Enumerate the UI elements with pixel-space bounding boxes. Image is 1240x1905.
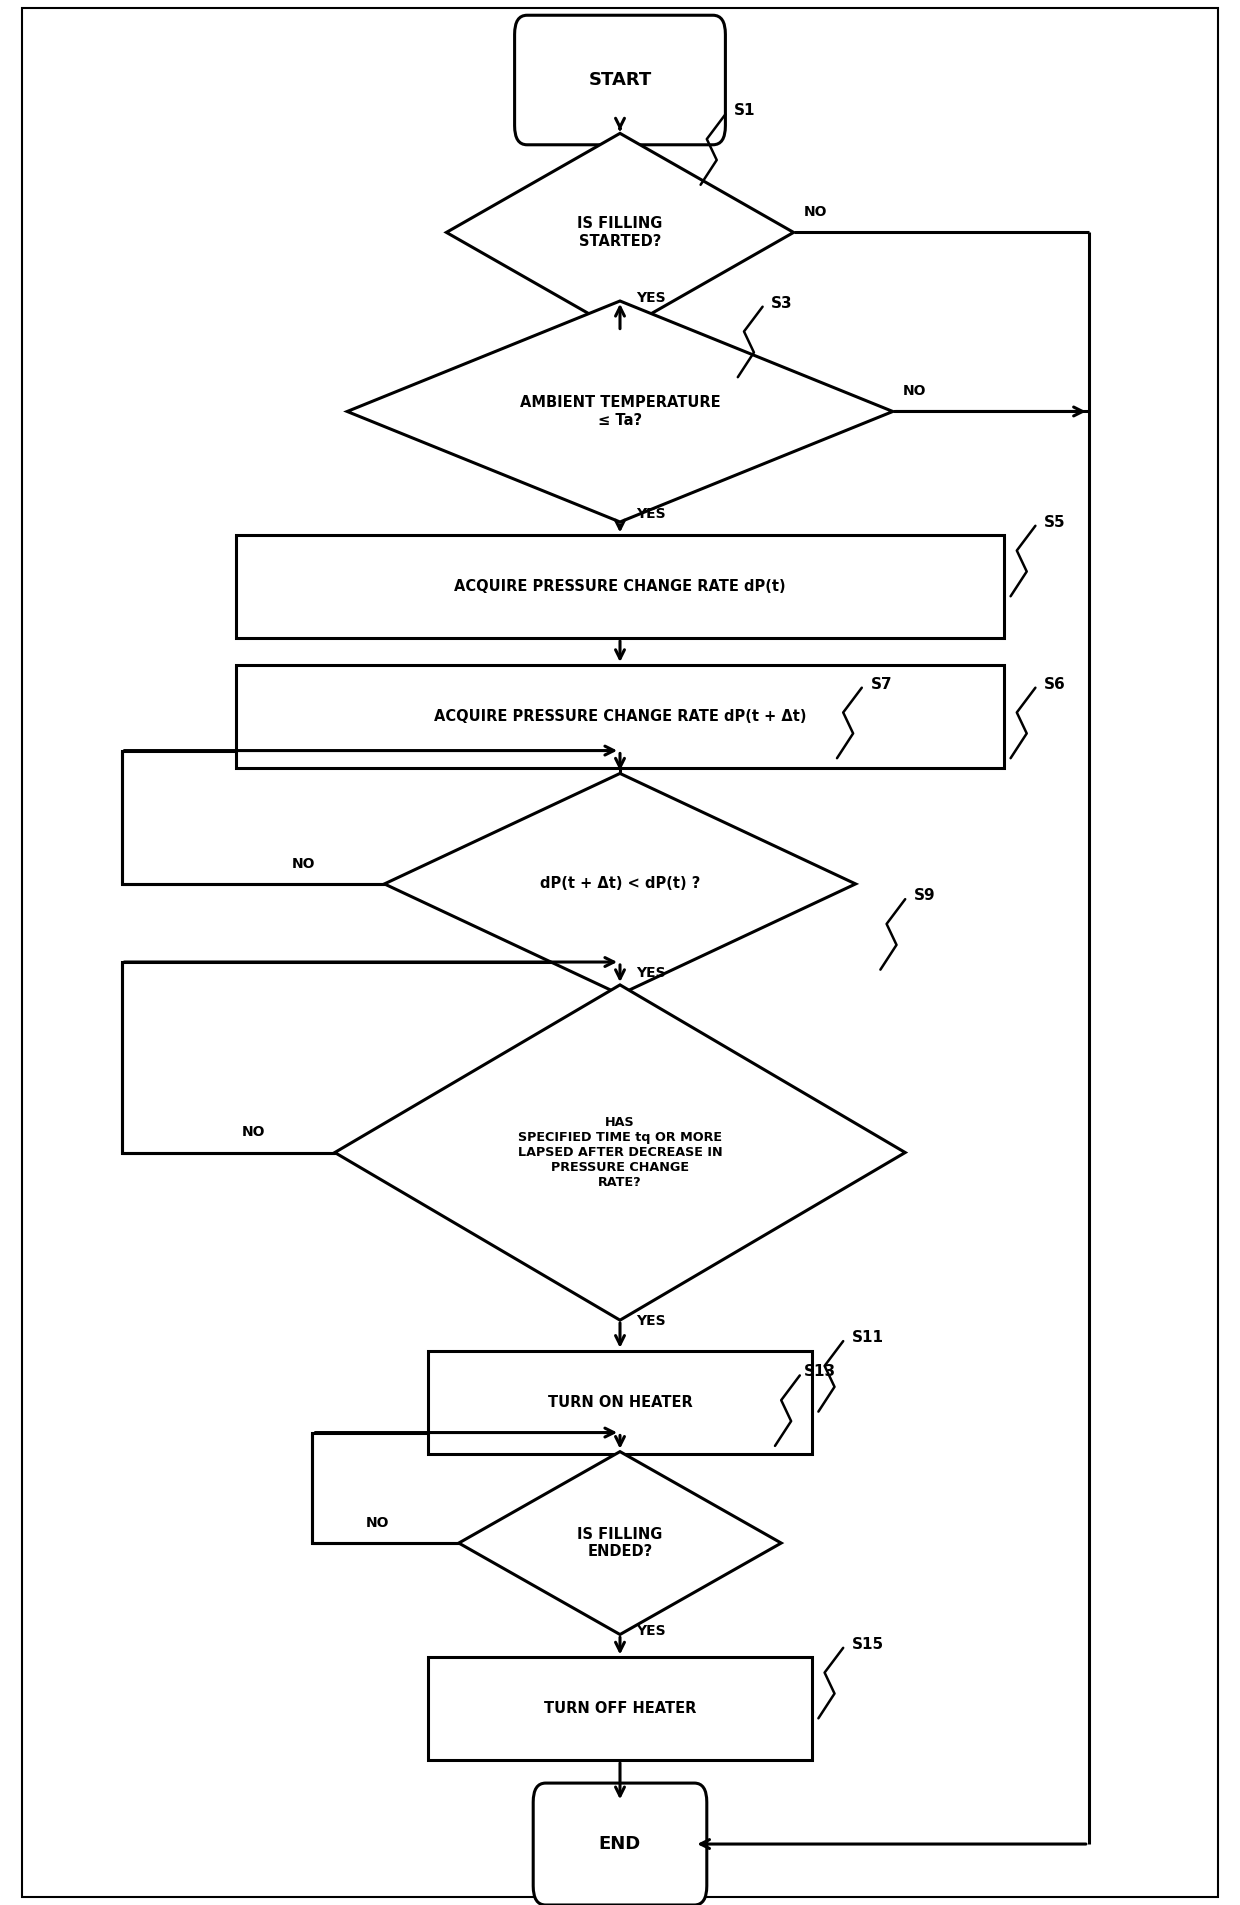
Bar bbox=[122, 751, 620, 884]
Text: NO: NO bbox=[242, 1126, 265, 1139]
Bar bbox=[236, 535, 1004, 638]
Text: YES: YES bbox=[636, 1625, 666, 1638]
Bar bbox=[312, 1433, 620, 1543]
Text: START: START bbox=[588, 70, 652, 90]
Text: S1: S1 bbox=[734, 103, 755, 118]
Text: IS FILLING
STARTED?: IS FILLING STARTED? bbox=[578, 215, 662, 250]
Text: S9: S9 bbox=[914, 888, 935, 903]
Text: YES: YES bbox=[636, 1314, 666, 1328]
Text: END: END bbox=[599, 1835, 641, 1854]
Bar bbox=[236, 665, 1004, 768]
Text: dP(t + Δt) < dP(t) ?: dP(t + Δt) < dP(t) ? bbox=[539, 876, 701, 892]
Text: NO: NO bbox=[291, 857, 315, 871]
Text: S6: S6 bbox=[1044, 676, 1066, 692]
Text: S13: S13 bbox=[804, 1364, 836, 1379]
Bar bbox=[428, 1657, 812, 1760]
Polygon shape bbox=[459, 1452, 781, 1634]
Text: S7: S7 bbox=[870, 676, 892, 692]
Bar bbox=[122, 962, 620, 1153]
Text: HAS
SPECIFIED TIME tq OR MORE
LAPSED AFTER DECREASE IN
PRESSURE CHANGE
RATE?: HAS SPECIFIED TIME tq OR MORE LAPSED AFT… bbox=[517, 1116, 723, 1189]
Text: S11: S11 bbox=[852, 1330, 884, 1345]
FancyBboxPatch shape bbox=[515, 15, 725, 145]
FancyBboxPatch shape bbox=[533, 1783, 707, 1905]
Bar bbox=[428, 1351, 812, 1454]
Text: AMBIENT TEMPERATURE
≤ Ta?: AMBIENT TEMPERATURE ≤ Ta? bbox=[520, 394, 720, 429]
Text: ACQUIRE PRESSURE CHANGE RATE dP(t + Δt): ACQUIRE PRESSURE CHANGE RATE dP(t + Δt) bbox=[434, 709, 806, 724]
Text: NO: NO bbox=[903, 385, 926, 398]
Polygon shape bbox=[446, 133, 794, 331]
Text: YES: YES bbox=[636, 966, 666, 979]
Polygon shape bbox=[347, 301, 893, 522]
Text: S5: S5 bbox=[1044, 514, 1065, 530]
Polygon shape bbox=[335, 985, 905, 1320]
Text: S15: S15 bbox=[852, 1636, 884, 1652]
Text: YES: YES bbox=[636, 507, 666, 522]
Text: S3: S3 bbox=[771, 295, 792, 311]
Text: NO: NO bbox=[804, 206, 827, 219]
Text: TURN ON HEATER: TURN ON HEATER bbox=[548, 1394, 692, 1410]
Text: ACQUIRE PRESSURE CHANGE RATE dP(t): ACQUIRE PRESSURE CHANGE RATE dP(t) bbox=[454, 579, 786, 594]
Polygon shape bbox=[384, 773, 856, 994]
Text: IS FILLING
ENDED?: IS FILLING ENDED? bbox=[578, 1526, 662, 1560]
Text: TURN OFF HEATER: TURN OFF HEATER bbox=[544, 1701, 696, 1716]
Text: NO: NO bbox=[366, 1516, 389, 1530]
Text: YES: YES bbox=[636, 291, 666, 305]
